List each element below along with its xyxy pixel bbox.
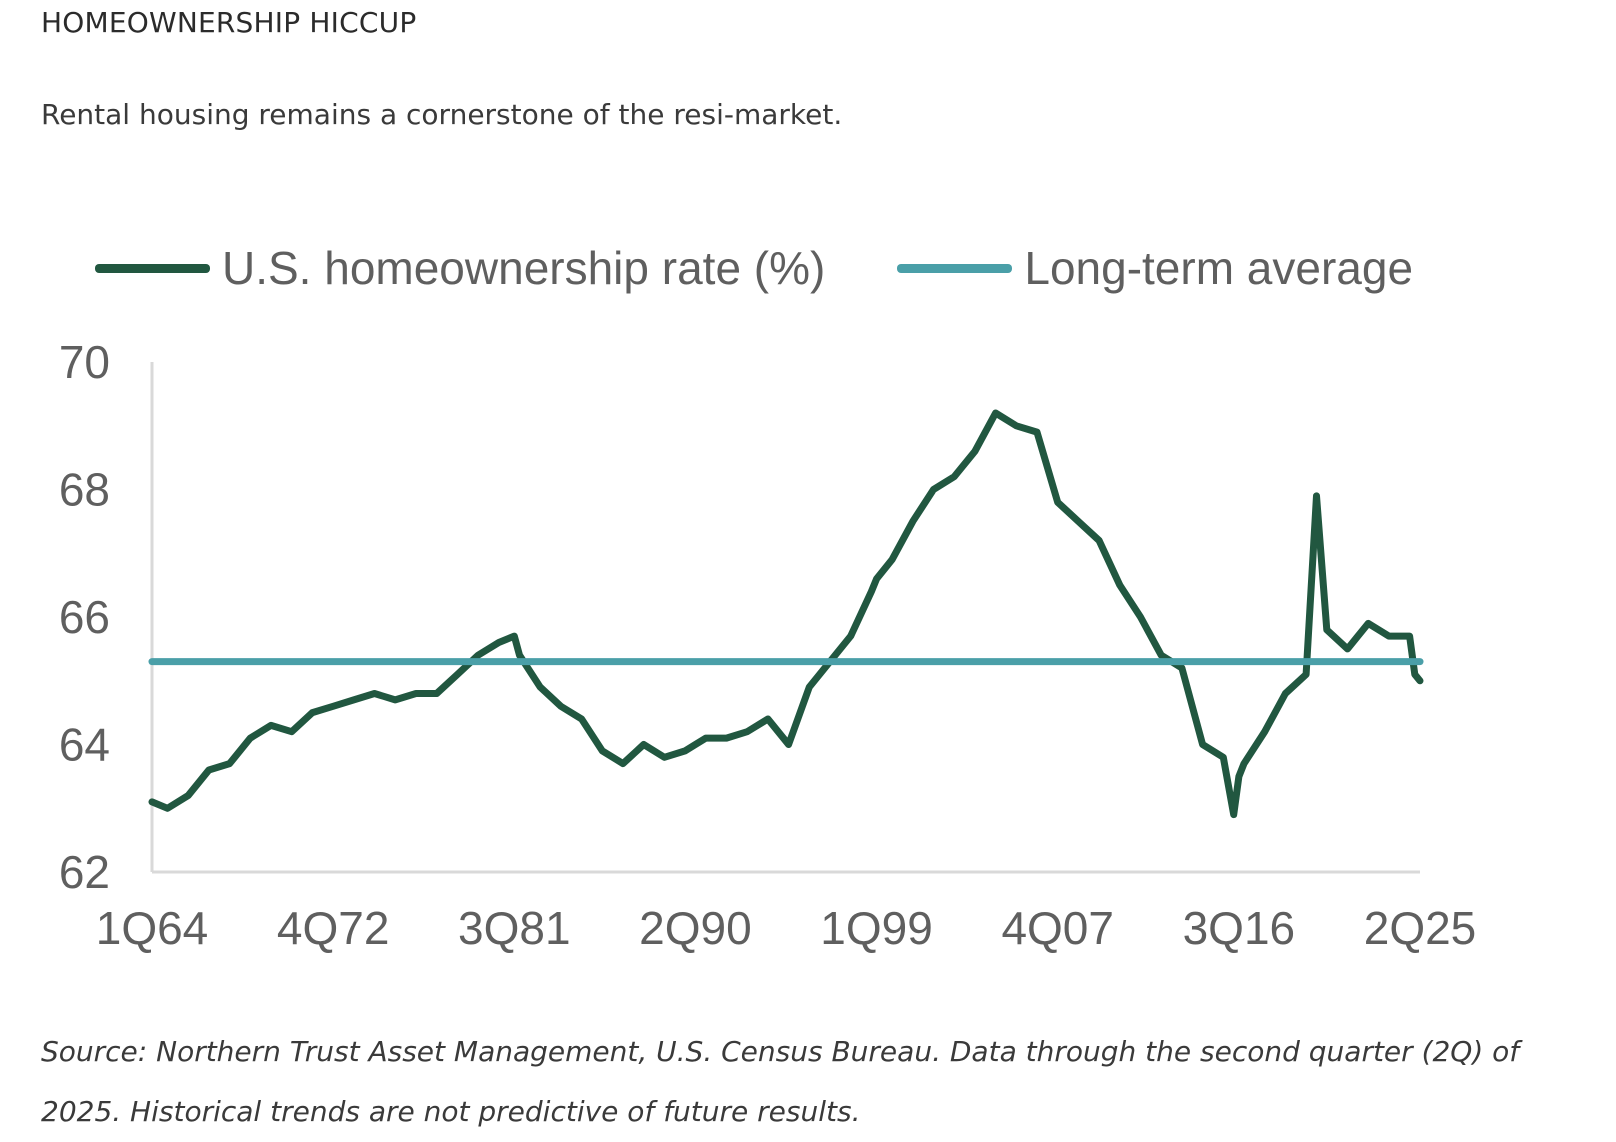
page-title: HOMEOWNERSHIP HICCUP bbox=[41, 6, 417, 39]
x-tick-label: 4Q07 bbox=[1001, 902, 1114, 954]
y-tick-label: 62 bbox=[59, 846, 110, 898]
x-tick-label: 1Q99 bbox=[820, 902, 933, 954]
x-tick-label: 2Q25 bbox=[1364, 902, 1477, 954]
x-tick-label: 3Q81 bbox=[458, 902, 571, 954]
legend-item-rate: U.S. homeownership rate (%) bbox=[95, 241, 825, 295]
y-tick-label: 70 bbox=[59, 336, 110, 388]
y-tick-label: 64 bbox=[59, 719, 110, 771]
line-chart: 62 64 66 68 70 1Q64 4Q72 3Q81 2Q90 1Q99 4Q07 3Q16 2… bbox=[59, 336, 1477, 954]
x-tick-label: 2Q90 bbox=[639, 902, 752, 954]
y-tick-label: 66 bbox=[59, 591, 110, 643]
source-note: Source: Northern Trust Asset Management,… bbox=[41, 1035, 1520, 1128]
chart-axes bbox=[150, 362, 1420, 874]
series-line-homeownership-rate bbox=[148, 409, 1424, 819]
y-axis-ticks: 62 64 66 68 70 bbox=[59, 336, 110, 898]
legend-item-average: Long-term average bbox=[897, 241, 1413, 295]
x-tick-label: 1Q64 bbox=[96, 902, 209, 954]
legend-label-rate: U.S. homeownership rate (%) bbox=[222, 242, 826, 294]
chart-series bbox=[148, 409, 1424, 819]
legend-swatch-average bbox=[897, 263, 1013, 273]
legend-swatch-rate bbox=[95, 263, 210, 273]
legend-label-average: Long-term average bbox=[1024, 242, 1414, 294]
y-tick-label: 68 bbox=[59, 464, 110, 516]
x-axis-ticks: 1Q64 4Q72 3Q81 2Q90 1Q99 4Q07 3Q16 2Q25 bbox=[96, 902, 1477, 954]
x-tick-label: 3Q16 bbox=[1183, 902, 1296, 954]
chart-legend: U.S. homeownership rate (%) Long-term av… bbox=[95, 238, 1485, 298]
x-tick-label: 4Q72 bbox=[277, 902, 390, 954]
page-subtitle: Rental housing remains a cornerstone of … bbox=[41, 98, 843, 131]
